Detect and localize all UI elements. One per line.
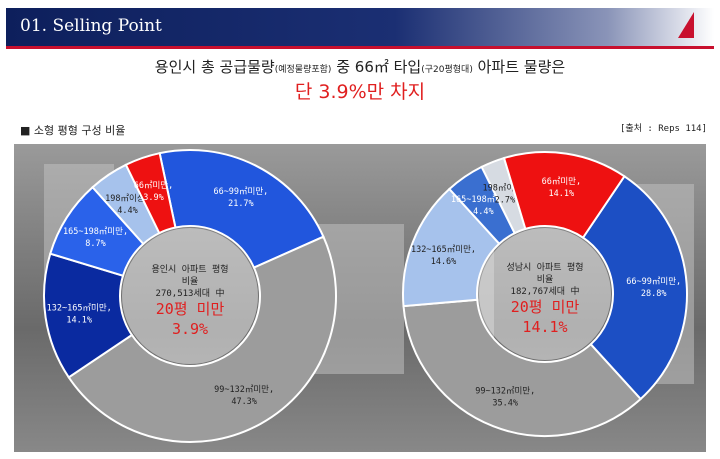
- center-text-0-2: 270,513세대 中: [156, 287, 225, 299]
- page-title: 01. Selling Point: [20, 16, 162, 36]
- slice-value-1-2: 14.6%: [431, 257, 457, 267]
- slice-label-1-0: 66~99㎡미만,: [626, 277, 681, 287]
- headline-line1: 용인시 총 공급물량(예정물량포함) 중 66㎡ 타입(구20평형대) 아파트 …: [0, 56, 720, 77]
- slice-value-1-1: 35.4%: [492, 398, 518, 408]
- center-disc-0: [122, 228, 258, 364]
- center-highlight-1-1: 14.1%: [522, 318, 567, 336]
- slice-label-0-3: 165~198㎡미만,: [63, 227, 128, 237]
- slice-label-0-1: 99~132㎡미만,: [214, 385, 274, 395]
- slice-label-1-4: 198㎡이상,: [483, 183, 528, 194]
- headline-note: (예정물량포함): [274, 65, 332, 75]
- slice-value-0-4: 4.4%: [117, 206, 137, 216]
- slice-label-1-5: 66㎡미만,: [542, 177, 582, 187]
- headline-line1-post: 아파트 물량은: [472, 58, 566, 76]
- slice-label-0-5: 66㎡미만,: [134, 181, 174, 191]
- slice-value-1-3: 4.4%: [473, 207, 493, 217]
- slice-label-1-2: 132~165㎡미만,: [411, 245, 476, 255]
- slice-value-0-5: 3.9%: [143, 193, 163, 203]
- center-highlight-0-1: 3.9%: [172, 320, 208, 338]
- center-text-1-1: 비율: [537, 274, 554, 285]
- slice-value-0-3: 8.7%: [85, 239, 105, 249]
- section-subtitle: ■ 소형 평형 구성 비율: [20, 124, 126, 137]
- center-disc-1: [479, 228, 611, 360]
- center-text-0-0: 용인시 아파트 평형: [151, 264, 228, 275]
- headline-note2: (구20평형대): [421, 65, 473, 75]
- headline-line1-pre: 용인시 총 공급물량: [154, 58, 275, 76]
- slice-0-0: [158, 149, 325, 269]
- slice-label-0-4: 198㎡이상,: [105, 193, 150, 204]
- slice-1-5: [502, 151, 626, 240]
- slice-value-0-0: 21.7%: [228, 199, 254, 209]
- header-bar: 01. Selling Point: [6, 8, 714, 49]
- slice-value-1-0: 28.8%: [641, 289, 667, 299]
- slice-label-1-3: 165~198㎡미만,: [451, 195, 516, 205]
- center-text-1-2: 182,767세대 中: [511, 285, 580, 297]
- slice-label-0-0: 66~99㎡미만,: [213, 187, 268, 197]
- center-text-1-0: 성남시 아파트 평형: [506, 262, 583, 273]
- slice-value-0-1: 47.3%: [231, 397, 257, 407]
- header-accent-shape: [678, 12, 694, 38]
- center-highlight-0-0: 20평 미만: [156, 300, 225, 318]
- source-note: [출처 : Reps 114]: [620, 124, 708, 134]
- slice-label-1-1: 99~132㎡미만,: [475, 386, 535, 396]
- headline-line2: 단 3.9%만 차지: [294, 81, 426, 103]
- slice-1-1: [402, 298, 643, 437]
- slice-0-5: [124, 152, 177, 235]
- slice-value-0-2: 14.1%: [66, 316, 92, 326]
- center-text-0-1: 비율: [182, 276, 199, 287]
- headline-line1-mid: 중 66㎡ 타입: [331, 58, 422, 76]
- slice-value-1-4: 2.7%: [495, 196, 515, 206]
- slice-0-1: [67, 235, 337, 443]
- center-highlight-1-0: 20평 미만: [511, 298, 580, 316]
- slice-value-1-5: 14.1%: [549, 189, 575, 199]
- slice-label-0-2: 132~165㎡미만,: [47, 304, 112, 314]
- slice-1-0: [581, 174, 688, 401]
